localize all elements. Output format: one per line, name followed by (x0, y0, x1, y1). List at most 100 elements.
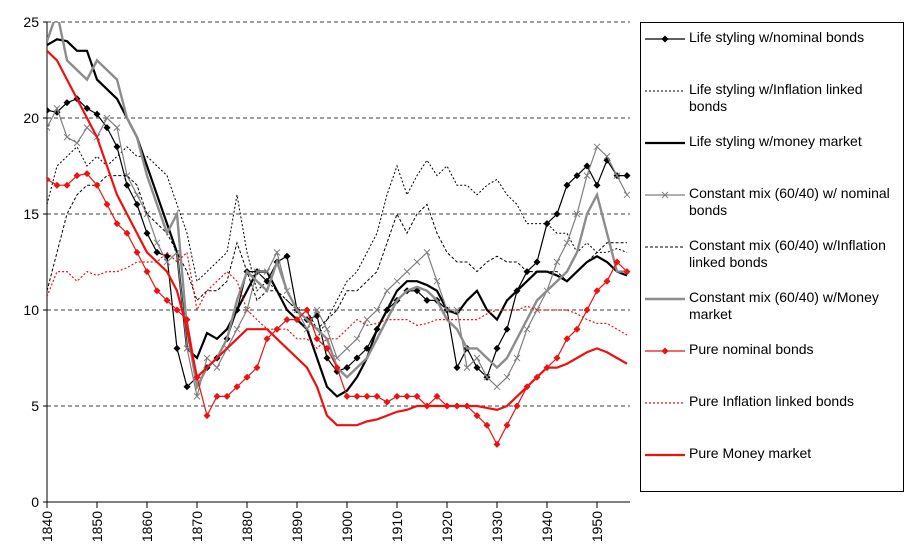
marker (263, 268, 271, 275)
marker (133, 200, 141, 208)
marker (593, 181, 601, 189)
x-tick-label: 1860 (139, 511, 155, 542)
marker (353, 392, 361, 400)
legend-swatch (645, 297, 685, 301)
marker (413, 287, 421, 295)
marker (433, 392, 441, 400)
marker (423, 249, 431, 256)
marker (333, 364, 341, 372)
marker (273, 249, 281, 256)
marker (53, 181, 61, 189)
marker (113, 220, 121, 228)
marker (323, 325, 331, 333)
marker (103, 124, 111, 132)
legend-item: Pure Money market (641, 445, 903, 497)
marker (253, 268, 261, 275)
marker (661, 35, 669, 43)
x-tick-label: 1920 (439, 511, 455, 542)
marker (393, 277, 401, 285)
x-tick-label: 1930 (489, 511, 505, 542)
marker (233, 383, 241, 391)
legend-item: Constant mix (60/40) w/ nominal bonds (641, 185, 903, 237)
marker (263, 335, 271, 343)
marker (661, 191, 669, 199)
marker (483, 421, 491, 429)
marker (661, 347, 669, 355)
x-tick-label: 1900 (339, 511, 355, 542)
marker (47, 175, 51, 183)
marker (53, 105, 61, 112)
marker (573, 325, 581, 333)
legend: Life styling w/nominal bonds Life styling… (640, 22, 904, 492)
series-line (47, 38, 628, 398)
legend-label: Pure Money market (689, 445, 812, 461)
marker (433, 277, 441, 285)
legend-item: Life styling w/Inflation linked bonds (641, 81, 903, 133)
marker (123, 181, 131, 189)
marker (363, 392, 371, 400)
marker (403, 268, 411, 275)
x-tick-label: 1850 (89, 511, 105, 542)
marker (403, 392, 411, 400)
legend-label: Constant mix (60/40) w/Money market (689, 289, 879, 322)
series-line (47, 175, 627, 331)
marker (563, 181, 571, 189)
marker (583, 162, 591, 170)
y-tick-label: 5 (31, 398, 39, 414)
marker (603, 153, 611, 160)
marker (413, 392, 421, 400)
x-tick-label: 1870 (189, 511, 205, 542)
marker (103, 200, 111, 208)
marker (313, 335, 321, 343)
y-tick-label: 0 (31, 494, 39, 510)
legend-item: Pure nominal bonds (641, 341, 903, 393)
marker (613, 258, 621, 266)
marker (553, 210, 561, 218)
marker (183, 383, 191, 391)
x-tick-label: 1910 (389, 511, 405, 542)
marker (493, 383, 501, 391)
marker (583, 306, 591, 314)
legend-label: Life styling w/money market (689, 133, 862, 149)
marker (213, 364, 221, 371)
legend-label: Life styling w/Inflation linked bonds (689, 81, 863, 114)
marker (593, 143, 601, 151)
marker (513, 354, 521, 362)
marker (373, 392, 381, 400)
marker (603, 277, 611, 285)
marker (303, 306, 311, 314)
x-tick-label: 1890 (289, 511, 305, 542)
marker (473, 364, 481, 372)
marker (383, 398, 391, 406)
series-group (47, 22, 631, 448)
marker (523, 325, 531, 333)
marker (443, 306, 451, 314)
marker (93, 181, 101, 189)
y-tick-label: 20 (23, 110, 39, 126)
marker (623, 172, 631, 180)
marker (153, 239, 161, 247)
series-line (47, 98, 627, 388)
legend-label: Pure Inflation linked bonds (689, 393, 854, 409)
marker (503, 325, 511, 333)
x-tick-label: 1880 (239, 511, 255, 542)
marker (513, 402, 521, 410)
marker (453, 306, 461, 314)
marker (103, 114, 111, 122)
marker (223, 392, 231, 400)
marker (243, 373, 251, 381)
marker (123, 229, 131, 237)
marker (83, 170, 91, 178)
marker (47, 106, 51, 114)
marker (423, 296, 431, 304)
legend-swatch (645, 35, 685, 43)
legend-swatch (645, 90, 685, 92)
legend-swatch (645, 191, 685, 199)
marker (473, 354, 481, 362)
y-tick-label: 10 (23, 302, 39, 318)
marker (323, 354, 331, 362)
marker (563, 335, 571, 343)
marker (503, 421, 511, 429)
marker (493, 440, 501, 448)
marker (133, 248, 141, 256)
